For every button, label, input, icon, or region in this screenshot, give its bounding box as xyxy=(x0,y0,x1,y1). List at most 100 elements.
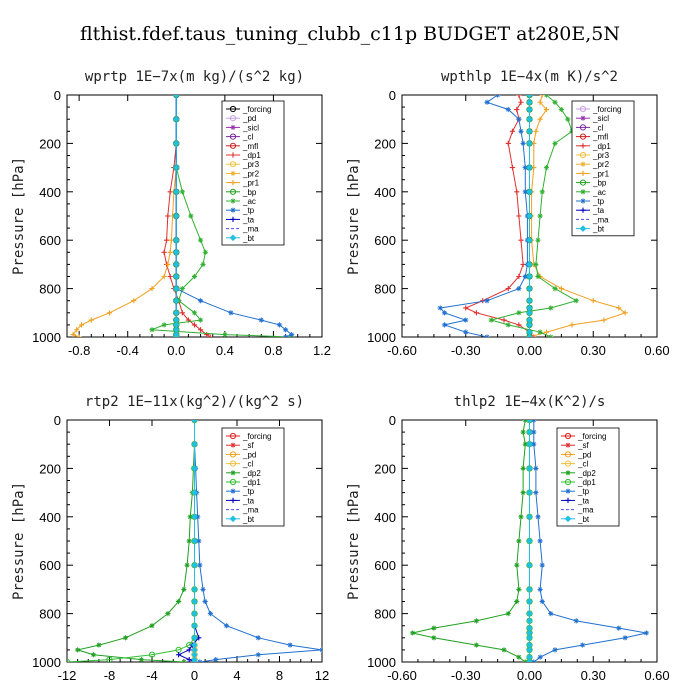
series-point-tp xyxy=(202,598,208,605)
series-point-pr1 xyxy=(88,317,94,323)
series-point-tp xyxy=(643,630,649,636)
legend-marker xyxy=(230,488,236,494)
legend-marker xyxy=(229,234,237,242)
x-tick-label: 0.30 xyxy=(581,343,606,358)
y-tick-label: 200 xyxy=(374,136,396,151)
series-point-tp xyxy=(196,538,202,544)
series-point-dp1 xyxy=(531,334,537,337)
series-point-tp xyxy=(287,642,293,648)
series-point-pr1 xyxy=(149,286,155,292)
series-point-dp2 xyxy=(186,538,192,544)
series-point-dp2 xyxy=(431,625,437,631)
series-point-ta xyxy=(175,652,182,658)
legend-label: _bt xyxy=(592,225,605,234)
y-tick-label: 400 xyxy=(374,510,396,525)
x-tick-label: -4 xyxy=(146,668,158,683)
series-point-tp xyxy=(319,647,322,653)
series-point-tp xyxy=(207,611,214,617)
series-point-dp2 xyxy=(122,635,129,641)
legend-marker xyxy=(564,451,572,458)
series-point-bt xyxy=(526,561,533,569)
series-point-dp1 xyxy=(505,140,511,146)
series-point-tp xyxy=(522,189,528,195)
series-point-tp xyxy=(533,490,539,496)
series-point-bt xyxy=(172,273,180,280)
legend-marker xyxy=(229,161,237,168)
y-tick-label: 1000 xyxy=(32,330,61,345)
series-point-pr1 xyxy=(131,298,137,304)
series-point-tp xyxy=(197,298,204,304)
series-point-bt xyxy=(526,188,533,196)
legend-marker xyxy=(565,488,571,494)
series-point-dp2 xyxy=(514,562,520,568)
series-point-ac xyxy=(488,317,494,323)
series-point-dp2 xyxy=(473,618,479,624)
series-point-pr1 xyxy=(622,310,628,316)
legend-label: _pd xyxy=(242,114,256,123)
legend-box xyxy=(571,100,635,237)
x-tick-label: 0 xyxy=(191,668,198,683)
y-axis-label: Pressure [hPa] xyxy=(346,157,362,275)
legend-label: _bp xyxy=(242,188,257,197)
y-tick-label: 0 xyxy=(54,88,61,103)
legend-marker xyxy=(230,152,236,158)
legend-marker xyxy=(565,497,571,503)
y-tick-label: 400 xyxy=(374,185,396,200)
series-point-bt xyxy=(172,95,180,99)
series-point-tp xyxy=(223,623,229,629)
series-point-dp2 xyxy=(516,538,522,544)
y-tick-label: 200 xyxy=(39,136,61,151)
series-point-bt xyxy=(526,127,533,135)
series-point-ac xyxy=(202,249,209,255)
series-point-dp1 xyxy=(518,237,524,243)
series-point-tp xyxy=(552,647,558,653)
legend-marker xyxy=(580,115,586,121)
y-tick-label: 800 xyxy=(39,607,61,622)
series-point-ac xyxy=(543,165,550,171)
series-point-dp1 xyxy=(473,310,479,316)
series-point-dp2 xyxy=(520,465,526,471)
series-point-tp xyxy=(276,322,283,328)
series-point-bt xyxy=(526,115,533,123)
series-point-tp xyxy=(531,441,537,447)
legend-marker xyxy=(230,470,236,476)
legend-label: _dp2 xyxy=(242,469,261,478)
series-point-ac xyxy=(548,334,554,337)
series-point-bt xyxy=(172,140,180,147)
series-point-bt xyxy=(526,261,533,268)
legend-marker xyxy=(580,170,586,176)
legend-label: _cl xyxy=(592,123,603,132)
series-point-pr1 xyxy=(165,261,171,267)
legend-marker xyxy=(230,170,236,176)
series-point-dp1 xyxy=(148,651,156,658)
series-point-dp1 xyxy=(509,128,516,134)
series-point-bt xyxy=(172,248,180,256)
panel-1: wpthlp 1E−4x(m K)/s^2 Pressure [hPa] -0.60… xyxy=(346,69,670,358)
x-tick-label: 8 xyxy=(276,668,283,683)
legend-marker xyxy=(230,216,236,222)
series-point-tp xyxy=(573,618,579,624)
series-point-dp1 xyxy=(197,327,204,333)
legend-label: _ac xyxy=(592,188,606,197)
series-point-bt xyxy=(526,465,533,472)
series-point-pr1 xyxy=(76,334,82,337)
legend-marker xyxy=(229,432,237,440)
legend-marker xyxy=(579,133,587,140)
series-point-dp2 xyxy=(516,586,522,592)
series-point-bt xyxy=(526,212,533,220)
legend-label: _ta xyxy=(577,496,590,505)
legend-label: _mfl xyxy=(242,142,258,151)
series-point-ac xyxy=(543,95,550,98)
series-point-bt xyxy=(526,285,533,292)
series-point-bt xyxy=(526,95,533,99)
series-point-dp2 xyxy=(187,514,193,520)
legend-label: _bt xyxy=(577,515,590,524)
series-point-tp xyxy=(228,310,234,316)
series-point-ac xyxy=(191,273,198,280)
series-point-tp xyxy=(463,317,469,323)
x-tick-label: 0.8 xyxy=(264,343,282,358)
x-tick-label: 1.2 xyxy=(313,343,331,358)
series-point-bt xyxy=(526,658,533,662)
legend-marker xyxy=(229,115,237,122)
series-point-tp xyxy=(200,586,206,592)
